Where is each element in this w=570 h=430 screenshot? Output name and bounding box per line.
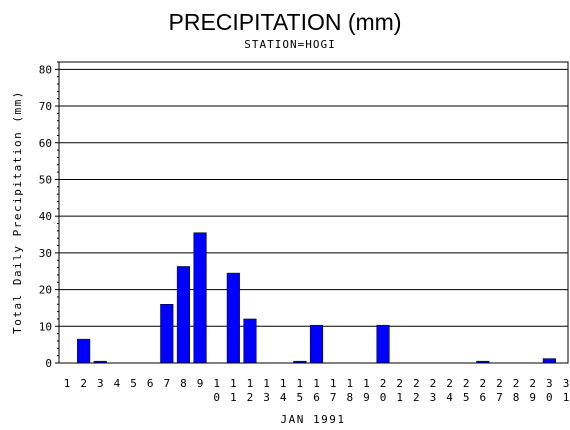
bar-day-7 — [160, 304, 174, 364]
x-tick-label: 3 — [97, 377, 104, 390]
x-tick-label: 5 — [130, 377, 137, 390]
x-tick-label: 6 — [147, 377, 154, 390]
y-tick-label: 40 — [39, 210, 52, 223]
y-tick-label: 60 — [39, 137, 52, 150]
y-tick-label: 70 — [39, 100, 52, 113]
y-axis-label: Total Daily Precipitation (mm) — [11, 90, 24, 334]
bar-day-12 — [243, 318, 257, 364]
bar-day-9 — [193, 232, 207, 364]
y-tick-label: 80 — [39, 63, 52, 76]
y-ticks: 0 10 20 30 40 50 60 70 80 — [39, 61, 59, 370]
x-tick-label: 1 — [64, 377, 71, 390]
gridlines — [59, 68, 568, 327]
bars — [77, 232, 556, 364]
bar-day-8 — [176, 266, 190, 364]
y-tick-label: 50 — [39, 173, 52, 186]
chart-subtitle: STATION=HOGI — [244, 38, 335, 51]
x-ticks: 1 2 3 4 5 6 7 8 9 1 01 11 21 31 41 51 61 71 81 92 02 12 22 32 42… — [64, 377, 570, 404]
y-tick-label: 0 — [45, 357, 52, 370]
x-tick-label: 9 — [197, 377, 204, 390]
y-tick-label: 10 — [39, 320, 52, 333]
x-tick-label: 7 — [163, 377, 170, 390]
y-tick-label: 30 — [39, 247, 52, 260]
x-tick-label: 8 — [180, 377, 187, 390]
x-tick-label: 2 — [80, 377, 87, 390]
bar-day-2 — [77, 338, 91, 364]
plot-frame — [58, 61, 569, 364]
y-tick-label: 20 — [39, 284, 52, 297]
x-tick-label: 4 — [114, 377, 121, 390]
bar-day-20 — [376, 324, 390, 364]
bar-day-11 — [226, 272, 240, 364]
x-axis-label: JAN 1991 — [281, 413, 346, 426]
bar-day-30 — [542, 358, 556, 364]
bar-day-16 — [309, 324, 324, 364]
chart-title: PRECIPITATION (mm) — [169, 9, 402, 35]
